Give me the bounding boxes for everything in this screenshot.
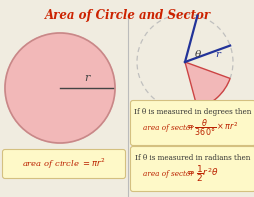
Wedge shape bbox=[184, 62, 229, 108]
Text: If θ is measured in radians then: If θ is measured in radians then bbox=[135, 154, 250, 162]
Text: area of circle $= \pi r^2$: area of circle $= \pi r^2$ bbox=[22, 157, 105, 171]
Text: r: r bbox=[84, 73, 89, 83]
Text: Area of Circle and Sector: Area of Circle and Sector bbox=[44, 9, 210, 22]
Text: r: r bbox=[215, 50, 220, 59]
Text: θ: θ bbox=[194, 49, 200, 59]
FancyBboxPatch shape bbox=[3, 150, 125, 178]
FancyBboxPatch shape bbox=[130, 147, 254, 191]
Text: $=\dfrac{1}{2}r^2\theta$: $=\dfrac{1}{2}r^2\theta$ bbox=[184, 164, 218, 184]
Text: If θ is measured in degrees then: If θ is measured in degrees then bbox=[134, 108, 251, 116]
Text: area of sector: area of sector bbox=[142, 124, 193, 132]
Text: $=\dfrac{\theta}{360°}\times\pi r^2$: $=\dfrac{\theta}{360°}\times\pi r^2$ bbox=[184, 118, 238, 138]
FancyBboxPatch shape bbox=[130, 100, 254, 146]
Text: area of sector: area of sector bbox=[142, 170, 193, 178]
Circle shape bbox=[5, 33, 115, 143]
